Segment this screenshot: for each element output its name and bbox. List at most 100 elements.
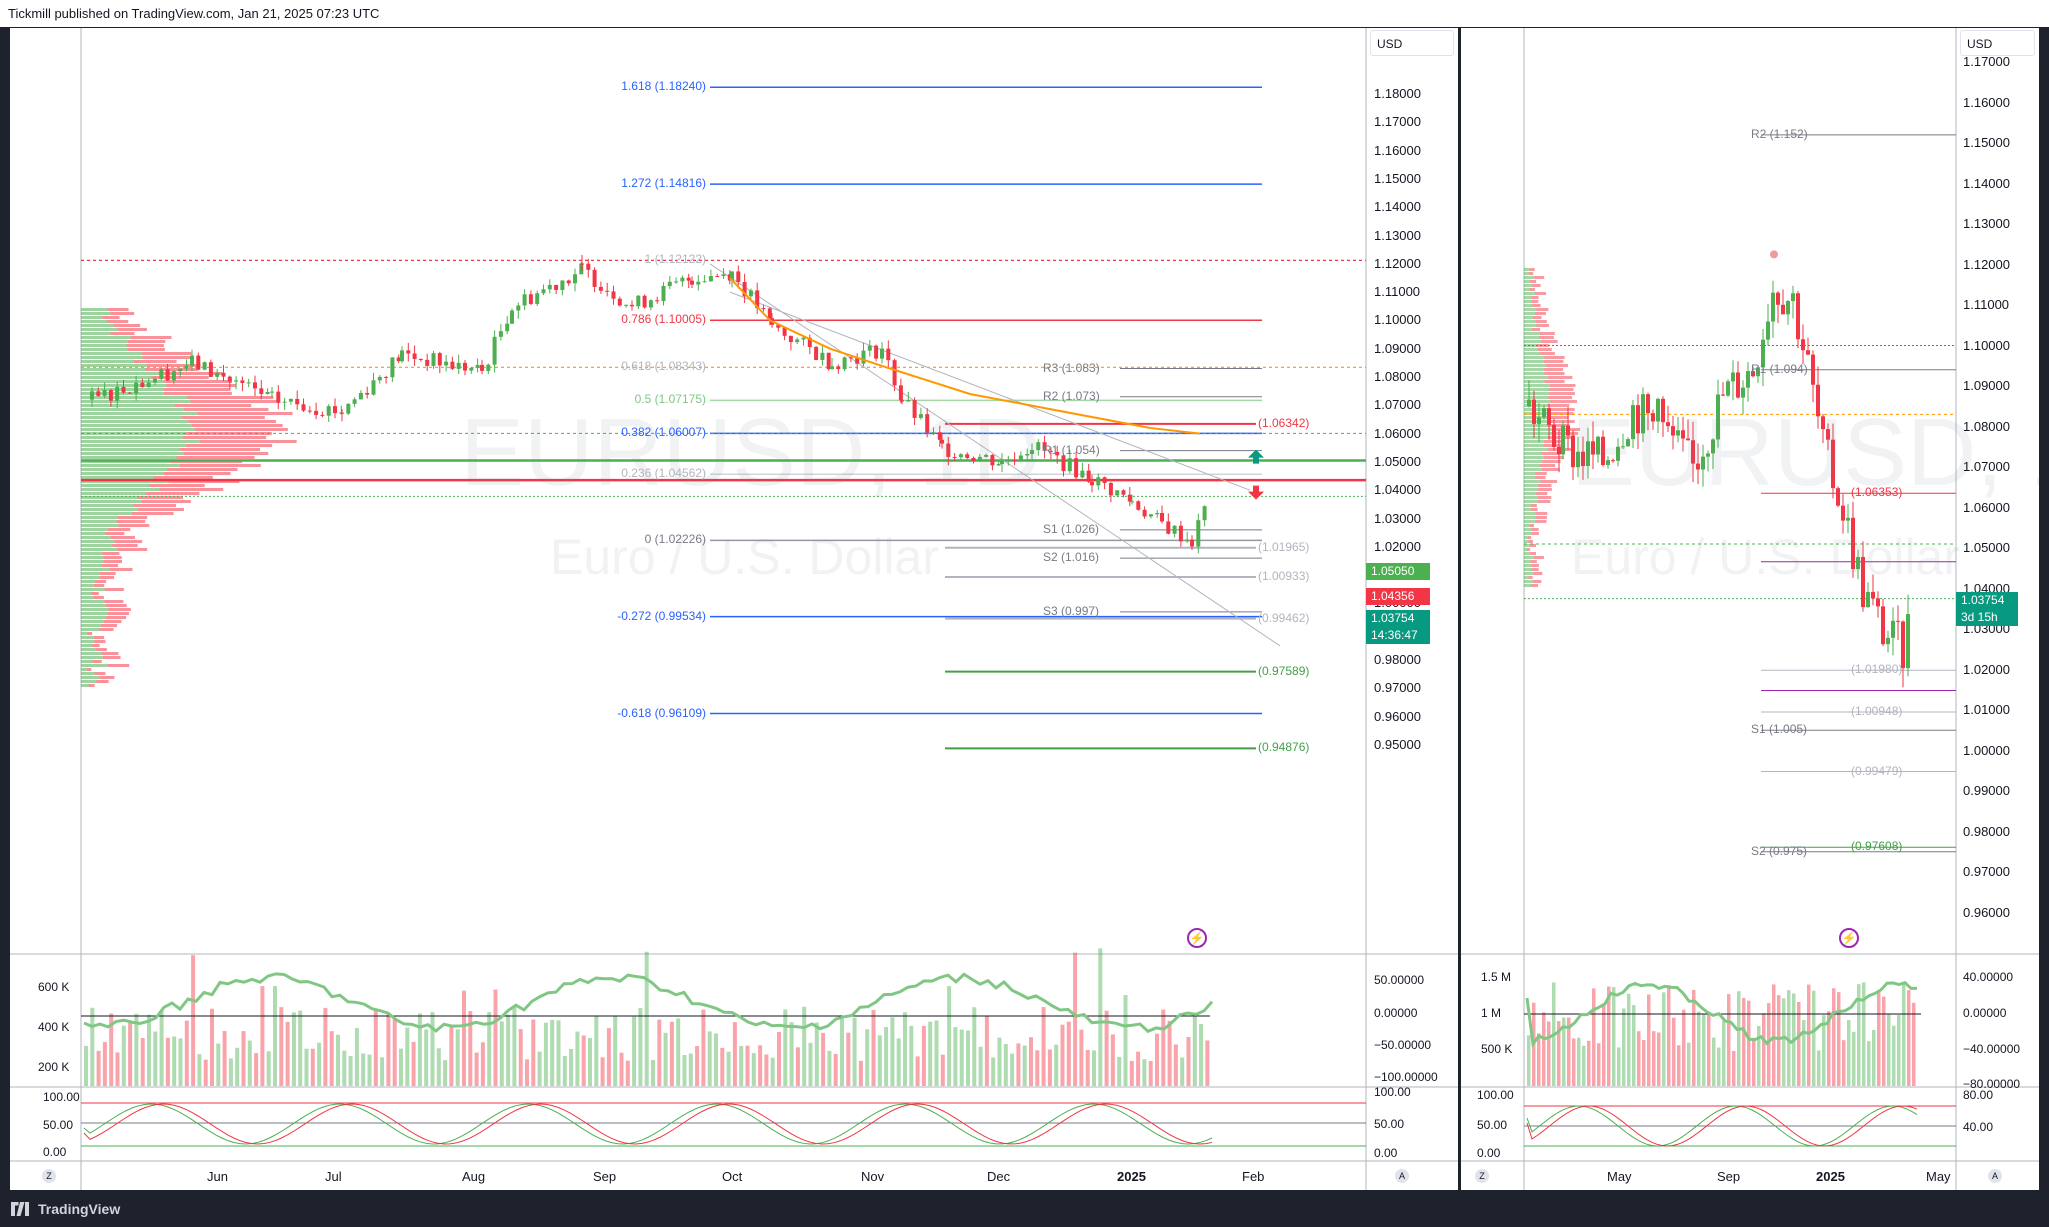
tradingview-logo[interactable]: TradingView (8, 1201, 120, 1217)
timezone-button[interactable]: Z (42, 1169, 56, 1183)
candle-body (146, 382, 151, 388)
candle-body (1130, 501, 1134, 503)
volume-bar (1079, 1029, 1084, 1086)
volume-profile-bar (103, 620, 122, 623)
volume-profile-bar (1524, 496, 1538, 499)
volume-profile-bar (106, 320, 129, 323)
volume-profile-bar (113, 324, 141, 327)
volume-profile-bar (100, 624, 118, 627)
candle-body (259, 388, 264, 394)
left-chart-panel[interactable]: EURUSD, 1D Euro / U.S. Dollar USD 1.1800… (10, 28, 1458, 1190)
volume-profile-bar (1524, 412, 1549, 415)
volume-bar (273, 985, 277, 1086)
volume-profile-bar (81, 496, 138, 499)
right-currency-button[interactable]: USD (1960, 30, 2035, 56)
volume-bar (1205, 1040, 1210, 1086)
candle-body (352, 399, 357, 404)
candle-body (906, 400, 911, 402)
volume-profile-bar (142, 356, 193, 359)
candle-body (505, 323, 510, 332)
volume-profile-bar (1530, 280, 1537, 283)
volume-bar (291, 1012, 296, 1086)
candle-body (1108, 483, 1113, 496)
candle-body (444, 361, 449, 366)
volume-profile-bar (1541, 452, 1559, 455)
volume-profile-bar (126, 344, 164, 347)
volume-profile-bar (81, 680, 97, 683)
right-timezone-button[interactable]: Z (1475, 1169, 1489, 1183)
candle-body (867, 345, 872, 351)
volume-bar (323, 1007, 328, 1086)
volume-bar (1537, 1033, 1541, 1086)
volume-bar (997, 1037, 1002, 1086)
volume-profile-bar (81, 544, 113, 547)
volume-bar (1827, 1011, 1831, 1086)
pivot-label: R1 (1.054) (1043, 442, 1100, 457)
volume-bar (1887, 1014, 1891, 1086)
candle-body (702, 281, 707, 283)
volume-bar (852, 1017, 857, 1086)
volume-profile-bar (1524, 268, 1530, 271)
candle-body (469, 367, 474, 371)
volume-bar (1016, 1043, 1021, 1086)
candle-body (727, 274, 732, 281)
candle-body (814, 346, 819, 360)
volume-bar (1772, 984, 1776, 1086)
left-currency-button[interactable]: USD (1370, 30, 1454, 56)
price-tick-label: 1.10000 (1374, 312, 1421, 328)
volume-profile-bar (199, 440, 297, 443)
right-lightning-icon[interactable]: ⚡ (1839, 928, 1859, 948)
volume-bar (1617, 1047, 1621, 1086)
volume-profile-bar (1532, 304, 1541, 307)
volume-bar (1622, 1008, 1626, 1086)
price-tick-label: 0.99000 (1963, 783, 2010, 798)
volume-bar (1577, 1037, 1581, 1086)
volume-profile-bar (1544, 356, 1565, 359)
right-chart-canvas[interactable] (1461, 28, 2039, 1190)
volume-profile-bar (100, 572, 116, 575)
volume-bar (1035, 1050, 1040, 1086)
price-tick-label: 1.15000 (1963, 135, 2010, 150)
volume-bar (1547, 1021, 1551, 1086)
volume-profile-bar (1524, 436, 1548, 439)
volume-bar (1010, 1053, 1015, 1086)
candle-body (1074, 458, 1079, 478)
candle-body (480, 364, 484, 371)
volume-profile-bar (1531, 568, 1539, 571)
candle-body (295, 398, 300, 405)
candle-body (365, 392, 370, 395)
candle-body (1876, 598, 1880, 607)
volume-profile-bar (1533, 556, 1544, 559)
time-tick-label: Sep (1717, 1169, 1741, 1184)
volume-bar (1047, 1049, 1052, 1086)
volume-bar (1657, 1032, 1661, 1086)
volume-profile-bar (81, 408, 185, 411)
candle-body (314, 410, 319, 415)
auto-scale-button[interactable]: A (1395, 1169, 1409, 1183)
volume-profile-bar (1535, 292, 1547, 295)
volume-profile-bar (1537, 488, 1552, 491)
volume-profile-bar (191, 424, 283, 427)
volume-bar (512, 1006, 517, 1086)
lightning-icon[interactable]: ⚡ (1187, 928, 1207, 948)
volume-profile-bar (1534, 312, 1546, 315)
right-auto-scale-button[interactable]: A (1988, 1169, 2002, 1183)
volume-profile-bar (81, 492, 147, 495)
volume-bar (1702, 1013, 1706, 1086)
right-chart-panel[interactable]: EURUSD, 1W Euro / U.S. Dollar USD 1.1700… (1461, 28, 2039, 1190)
candle-body (1178, 525, 1183, 542)
candle-body (1571, 435, 1575, 468)
pivot-label: R2 (1.152) (1751, 126, 1808, 141)
volume-bar (304, 1048, 309, 1086)
volume-bar (884, 1027, 889, 1086)
candle-body (1542, 408, 1546, 418)
volume-profile-bar (104, 532, 125, 535)
volume-profile-bar (179, 464, 261, 467)
stoch-right-tick-label: 40.00 (1963, 1120, 1994, 1134)
volume-bar (172, 1036, 177, 1086)
candle-body (456, 362, 461, 369)
candle-body (96, 391, 101, 396)
left-chart-canvas[interactable] (10, 28, 1458, 1190)
last-price-badge: 1.03754 (1366, 610, 1430, 627)
volume-bar (1612, 987, 1616, 1086)
